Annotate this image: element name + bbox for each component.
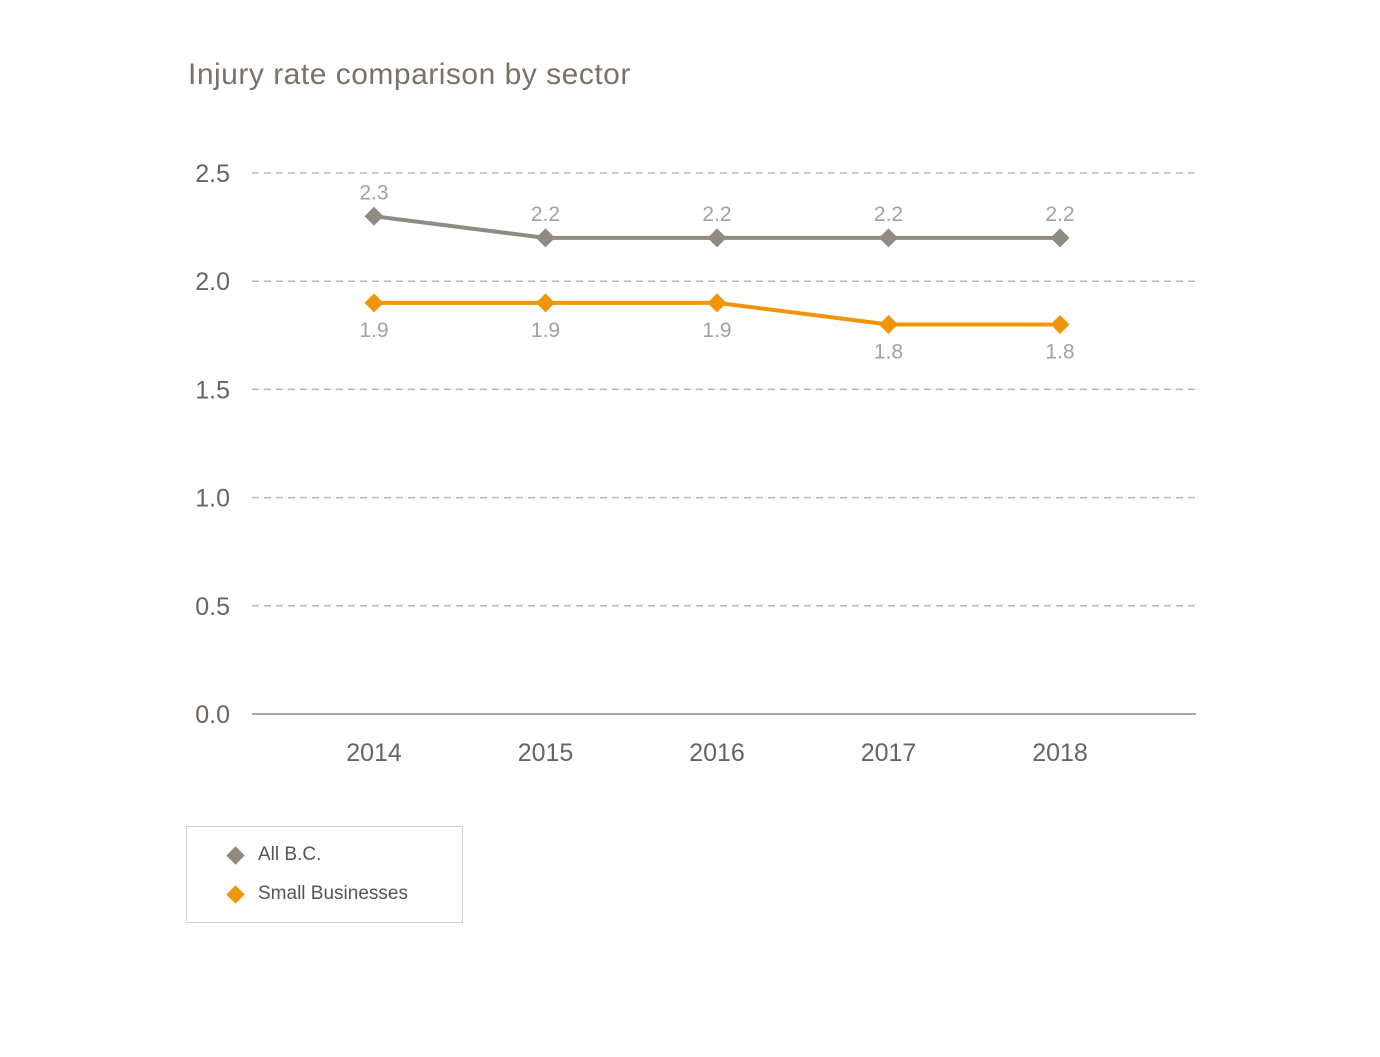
y-tick-label: 2.5 bbox=[195, 160, 230, 188]
data-point-label: 1.9 bbox=[702, 319, 731, 342]
data-point-marker-small-businesses bbox=[364, 293, 384, 313]
data-point-label: 2.2 bbox=[874, 203, 903, 226]
data-point-label: 1.9 bbox=[359, 319, 388, 342]
x-tick-label: 2016 bbox=[689, 739, 745, 767]
data-point-label: 2.2 bbox=[531, 203, 560, 226]
data-point-label: 2.3 bbox=[359, 181, 388, 204]
data-point-marker-all-bc bbox=[879, 228, 898, 248]
data-point-marker-all-bc bbox=[364, 206, 384, 226]
y-tick-label: 1.0 bbox=[195, 485, 230, 513]
data-point-marker-all-bc bbox=[536, 228, 555, 248]
chart-svg: 0.0 0.5 1.0 1.5 2.0 2.5 2014 2015 2016 2017 2018 2.… bbox=[195, 160, 1196, 767]
data-point-marker-all-bc bbox=[1050, 228, 1070, 248]
data-point-marker-small-businesses bbox=[707, 293, 727, 313]
x-tick-label: 2014 bbox=[346, 739, 402, 767]
chart-title: Injury rate comparison by sector bbox=[188, 58, 631, 91]
diamond-marker-icon bbox=[226, 845, 245, 865]
y-tick-label: 1.5 bbox=[195, 376, 230, 404]
data-point-label: 2.2 bbox=[702, 203, 731, 226]
data-point-marker-small-businesses bbox=[536, 293, 555, 313]
data-point-marker-small-businesses bbox=[1050, 314, 1070, 334]
y-tick-label: 0.0 bbox=[195, 701, 230, 729]
legend-item-all-bc: All B.C. bbox=[226, 844, 462, 866]
x-tick-label: 2018 bbox=[1032, 739, 1088, 767]
x-tick-label: 2017 bbox=[861, 739, 917, 767]
y-tick-label: 0.5 bbox=[195, 593, 230, 621]
y-tick-label: 2.0 bbox=[195, 268, 230, 296]
legend-label: Small Businesses bbox=[258, 883, 408, 904]
data-point-label: 1.8 bbox=[1045, 340, 1074, 363]
legend-label: All B.C. bbox=[258, 844, 322, 865]
data-point-label: 1.9 bbox=[531, 319, 560, 342]
x-tick-label: 2015 bbox=[518, 739, 574, 767]
data-point-marker-all-bc bbox=[707, 228, 727, 248]
data-point-marker-small-businesses bbox=[879, 314, 898, 334]
legend: All B.C. Small Businesses bbox=[186, 826, 463, 923]
data-point-label: 2.2 bbox=[1045, 203, 1074, 226]
diamond-marker-icon bbox=[226, 884, 245, 904]
legend-item-small-businesses: Small Businesses bbox=[226, 883, 462, 905]
data-point-label: 1.8 bbox=[874, 340, 903, 363]
